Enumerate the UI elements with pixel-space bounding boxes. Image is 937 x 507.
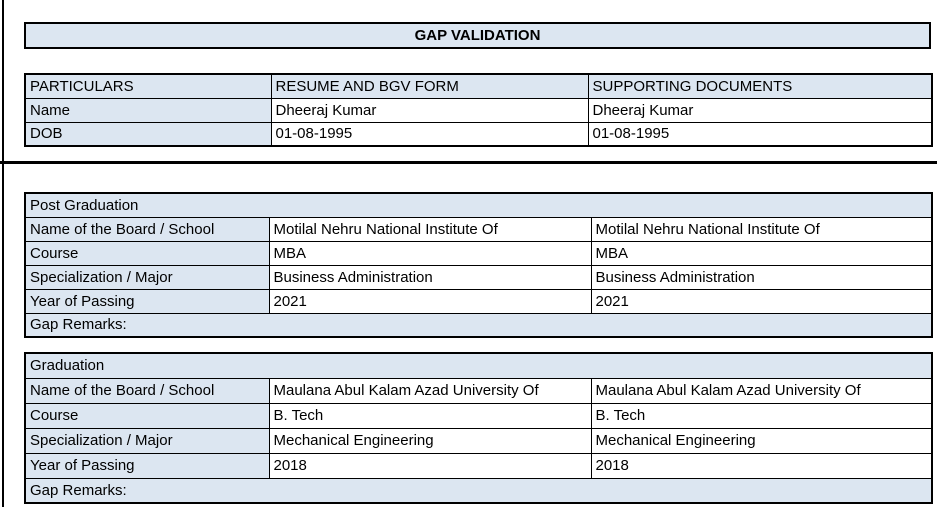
row-label-cell: Specialization / Major: [24, 427, 270, 454]
section-separator-line: [0, 161, 937, 164]
year-of-passing-row: Year of Passing 2018 2018: [24, 452, 933, 479]
supporting-value-cell: Maulana Abul Kalam Azad University Of: [590, 377, 933, 404]
document-title: GAP VALIDATION: [414, 27, 541, 44]
row-label-cell: Name of the Board / School: [24, 377, 270, 404]
header-cell-particulars: PARTICULARS: [24, 73, 272, 99]
resume-value-cell: 01-08-1995: [270, 121, 589, 147]
gap-remarks-label: Gap Remarks:: [24, 312, 933, 338]
row-label-cell: Name: [24, 97, 272, 123]
gap-remarks-row: Gap Remarks:: [24, 312, 933, 338]
resume-value-cell: Business Administration: [268, 264, 592, 290]
row-label-cell: Course: [24, 240, 270, 266]
particulars-header-row: PARTICULARS RESUME AND BGV FORM SUPPORTI…: [24, 73, 933, 99]
board-school-row: Name of the Board / School Maulana Abul …: [24, 377, 933, 404]
supporting-value-cell: Mechanical Engineering: [590, 427, 933, 454]
supporting-value-cell: MBA: [590, 240, 933, 266]
row-label-cell: Course: [24, 402, 270, 429]
graduation-table: Graduation Name of the Board / School Ma…: [24, 352, 933, 504]
supporting-value-cell: 2018: [590, 452, 933, 479]
resume-value-cell: MBA: [268, 240, 592, 266]
course-row: Course MBA MBA: [24, 240, 933, 266]
document-title-bar: GAP VALIDATION: [24, 22, 931, 49]
section-title: Post Graduation: [24, 192, 933, 218]
row-label-cell: Name of the Board / School: [24, 216, 270, 242]
resume-value-cell: 2021: [268, 288, 592, 314]
supporting-value-cell: B. Tech: [590, 402, 933, 429]
supporting-value-cell: Motilal Nehru National Institute Of: [590, 216, 933, 242]
supporting-value-cell: Business Administration: [590, 264, 933, 290]
particulars-table: PARTICULARS RESUME AND BGV FORM SUPPORTI…: [24, 73, 933, 147]
dob-row: DOB 01-08-1995 01-08-1995: [24, 121, 933, 147]
gap-remarks-row: Gap Remarks:: [24, 477, 933, 504]
row-label-cell: Year of Passing: [24, 288, 270, 314]
resume-value-cell: Maulana Abul Kalam Azad University Of: [268, 377, 592, 404]
page-left-border-line: [2, 0, 4, 507]
section-title-row: Graduation: [24, 352, 933, 379]
gap-remarks-label: Gap Remarks:: [24, 477, 933, 504]
resume-value-cell: B. Tech: [268, 402, 592, 429]
specialization-row: Specialization / Major Business Administ…: [24, 264, 933, 290]
supporting-value-cell: 2021: [590, 288, 933, 314]
course-row: Course B. Tech B. Tech: [24, 402, 933, 429]
row-label-cell: Specialization / Major: [24, 264, 270, 290]
resume-value-cell: 2018: [268, 452, 592, 479]
section-title: Graduation: [24, 352, 933, 379]
year-of-passing-row: Year of Passing 2021 2021: [24, 288, 933, 314]
name-row: Name Dheeraj Kumar Dheeraj Kumar: [24, 97, 933, 123]
row-label-cell: DOB: [24, 121, 272, 147]
post-graduation-table: Post Graduation Name of the Board / Scho…: [24, 192, 934, 338]
row-label-cell: Year of Passing: [24, 452, 270, 479]
supporting-value-cell: 01-08-1995: [587, 121, 933, 147]
board-school-row: Name of the Board / School Motilal Nehru…: [24, 216, 933, 242]
section-title-row: Post Graduation: [24, 192, 933, 218]
resume-value-cell: Motilal Nehru National Institute Of: [268, 216, 592, 242]
resume-value-cell: Mechanical Engineering: [268, 427, 592, 454]
specialization-row: Specialization / Major Mechanical Engine…: [24, 427, 933, 454]
resume-value-cell: Dheeraj Kumar: [270, 97, 589, 123]
header-cell-supporting-documents: SUPPORTING DOCUMENTS: [587, 73, 933, 99]
supporting-value-cell: Dheeraj Kumar: [587, 97, 933, 123]
header-cell-resume-bgv-form: RESUME AND BGV FORM: [270, 73, 589, 99]
